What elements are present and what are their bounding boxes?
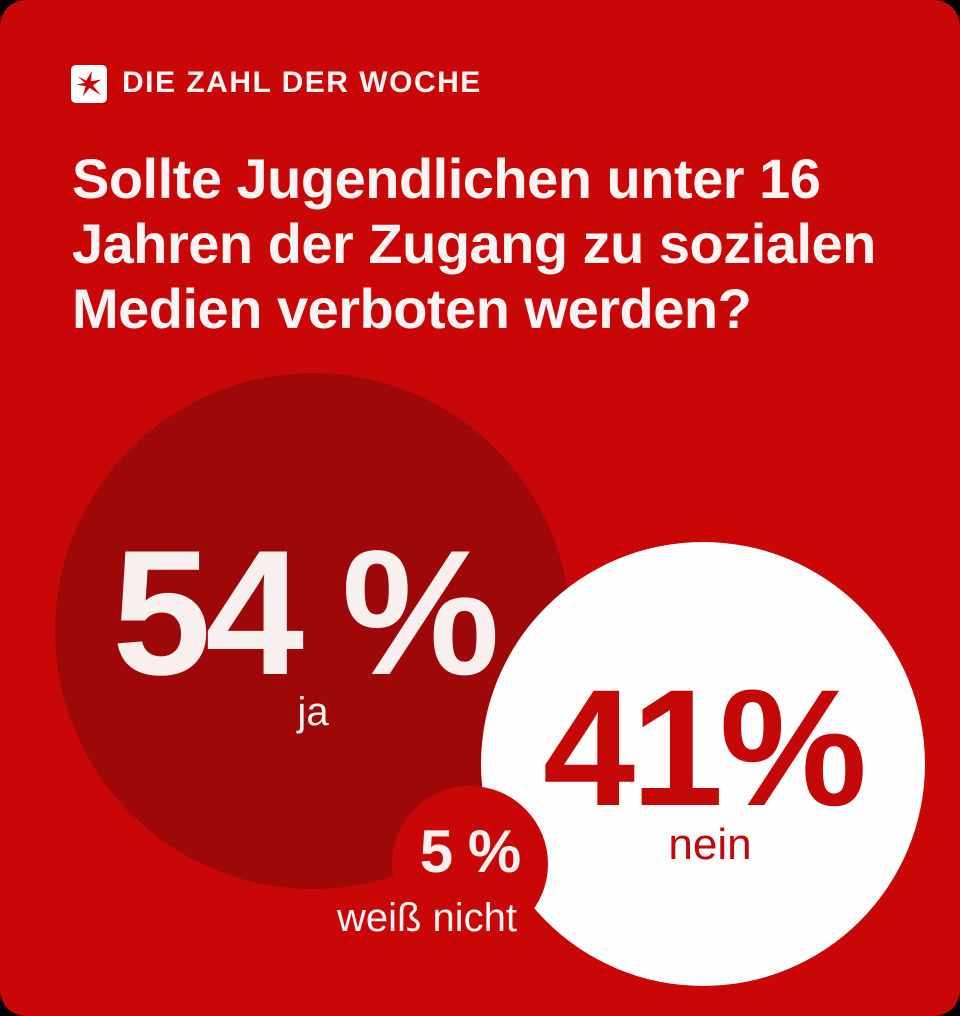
brand-row: DIE ZAHL DER WOCHE <box>71 65 482 103</box>
brand-label: DIE ZAHL DER WOCHE <box>122 66 482 99</box>
bubble-ja: 54 % ja <box>55 373 571 889</box>
question-line-1: Sollte Jugendlichen unter 16 <box>72 147 821 210</box>
value-nein: 41% <box>542 656 867 841</box>
bubble-weiss-nicht: 5 % weiß nicht <box>337 786 548 942</box>
stern-logo <box>71 65 107 103</box>
question-line-3: Medien verboten werden? <box>72 277 752 340</box>
value-weiss-nicht: 5 % <box>419 818 521 885</box>
stern-star-icon <box>76 71 102 97</box>
label-weiss-nicht: weiß nicht <box>336 896 518 940</box>
page-title: Sollte Jugendlichen unter 16 Jahren der … <box>72 146 876 341</box>
bubble-nein: 41% nein <box>481 542 925 986</box>
question-line-2: Jahren der Zugang zu sozialen <box>72 212 876 275</box>
label-nein: nein <box>668 820 752 869</box>
value-ja: 54 % <box>112 513 500 712</box>
label-ja: ja <box>297 690 329 734</box>
